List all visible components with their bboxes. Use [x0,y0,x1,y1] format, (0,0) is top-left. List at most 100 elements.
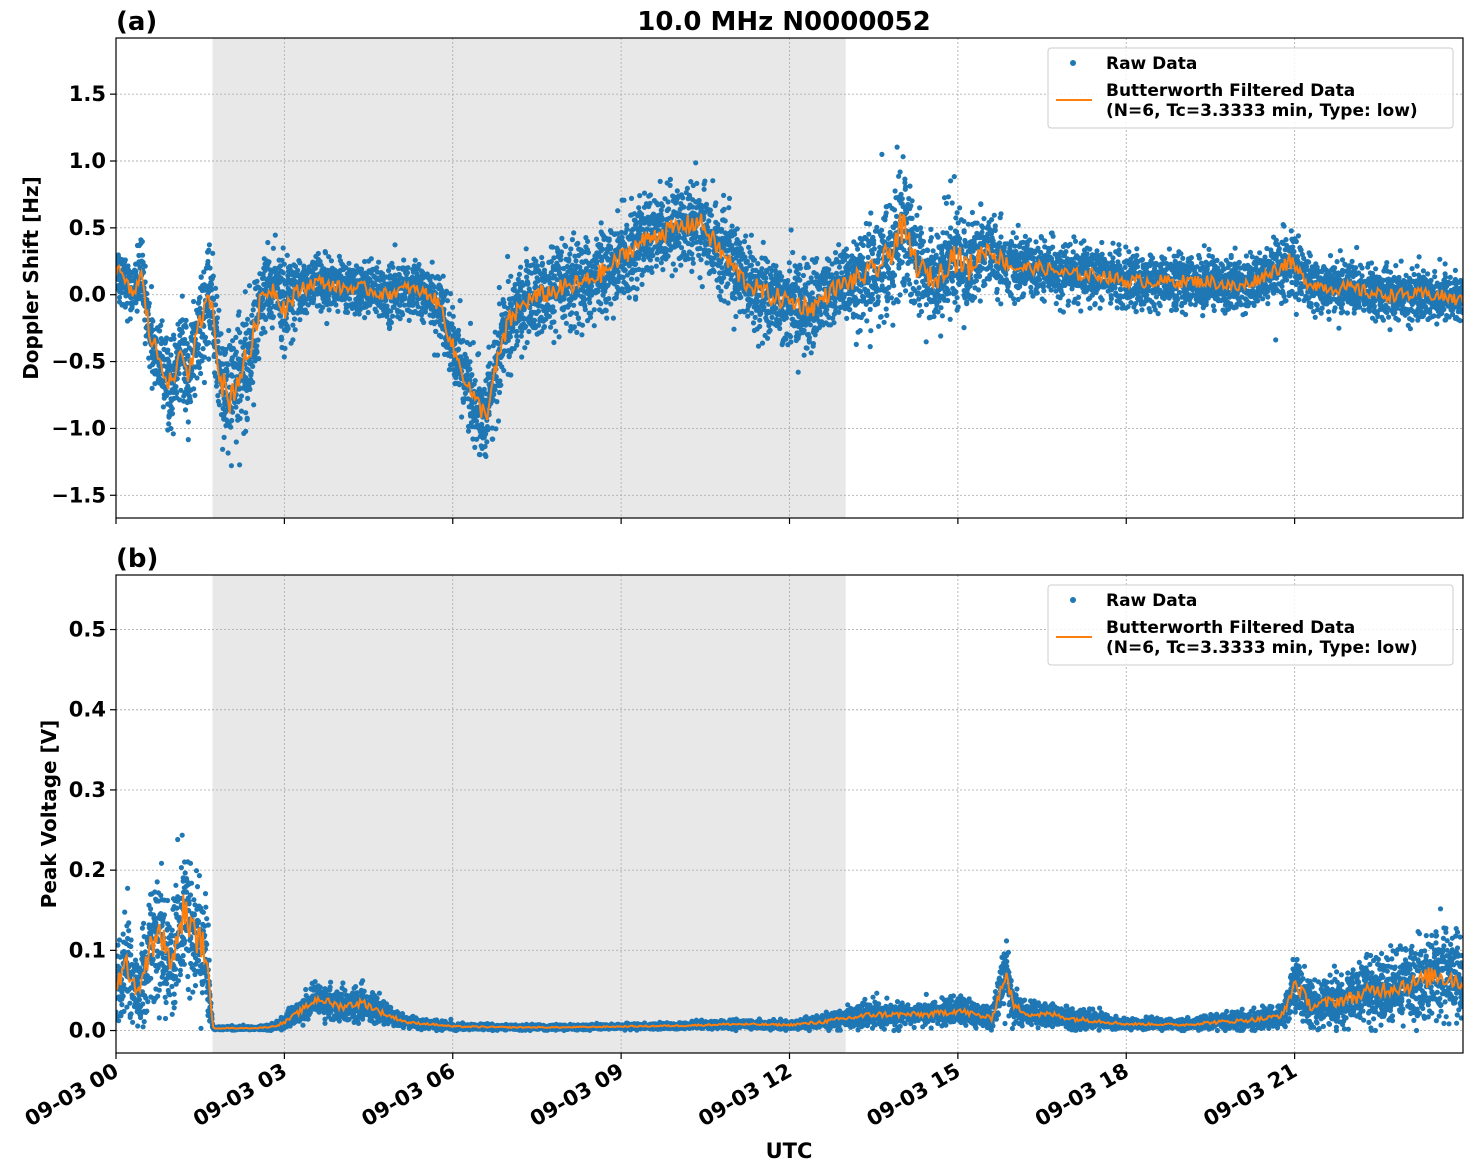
raw-data-point [535,278,541,284]
raw-data-point [918,308,925,315]
raw-data-point [220,361,226,367]
raw-data-point [916,255,922,261]
raw-data-point [737,240,743,246]
raw-data-point [847,307,853,313]
raw-data-point [174,389,180,396]
raw-data-point [531,317,538,323]
raw-data-point [474,436,480,442]
raw-data-point [236,309,242,315]
raw-data-point [165,347,171,353]
raw-data-point [469,372,475,378]
raw-data-point [621,290,627,296]
raw-data-point [676,235,682,241]
raw-data-point [140,259,146,265]
raw-data-point [214,315,220,321]
raw-data-point [206,242,212,248]
raw-data-point [573,258,579,264]
panel-a-label: (a) [116,7,157,37]
raw-data-point [558,253,564,259]
raw-data-point [493,374,499,380]
raw-data-point [593,265,599,271]
raw-data-point [571,324,578,330]
raw-data-point [262,329,268,335]
raw-data-point [660,267,666,273]
raw-data-point [535,308,542,314]
raw-data-point [930,248,936,254]
raw-data-point [697,245,703,251]
raw-data-point [665,199,671,205]
raw-data-point [290,337,296,343]
raw-data-point [880,233,886,239]
raw-data-point [881,319,887,325]
raw-data-point [467,359,473,365]
raw-data-point [874,224,880,230]
raw-data-point [773,305,779,311]
raw-data-point [322,250,329,256]
raw-data-point [669,273,675,279]
raw-data-point [563,320,570,326]
raw-data-point [494,399,500,405]
raw-data-point [904,272,910,278]
raw-data-point [738,246,745,253]
raw-data-point [392,242,398,248]
raw-data-point [166,421,172,427]
raw-data-point [465,428,472,434]
raw-data-point [713,200,719,206]
raw-data-point [455,346,462,352]
raw-data-point [450,313,456,319]
raw-data-point [415,304,421,310]
raw-data-point [297,260,303,266]
raw-data-point [142,341,148,347]
raw-data-point [191,386,197,392]
raw-data-point [867,306,873,312]
raw-data-point [658,260,664,266]
raw-data-point [368,256,374,262]
raw-data-point [177,397,183,403]
raw-data-point [598,301,604,307]
raw-data-point [183,317,189,323]
raw-data-point [270,314,276,320]
raw-data-point [184,341,190,347]
raw-data-point [818,311,824,317]
raw-data-point [205,258,211,265]
raw-data-point [928,226,934,232]
raw-data-point [237,330,243,336]
raw-data-point [324,320,330,327]
raw-data-point [909,215,915,221]
raw-data-point [903,288,909,294]
raw-data-point [230,338,236,344]
raw-data-point [738,294,744,300]
raw-data-point [150,318,156,324]
raw-data-point [897,292,903,298]
raw-data-point [697,275,703,281]
raw-data-point [245,395,251,401]
raw-data-point [795,271,802,277]
raw-data-point [439,287,445,293]
raw-data-point [320,304,326,311]
raw-data-point [615,208,621,214]
raw-data-point [537,270,544,277]
raw-data-point [479,421,485,427]
raw-data-point [221,434,227,440]
raw-data-point [630,226,636,232]
panel-b-ylabel: Peak Voltage [V] [37,720,61,909]
raw-data-point [548,259,554,265]
raw-data-point [895,299,901,305]
raw-data-point [179,293,185,299]
raw-data-point [191,298,197,305]
raw-data-point [610,315,617,321]
raw-data-point [390,264,396,270]
raw-data-point [508,372,514,378]
raw-data-point [435,352,441,358]
raw-data-point [948,225,954,231]
raw-data-point [714,229,720,235]
raw-data-point [522,345,528,351]
raw-data-point [749,310,755,316]
raw-data-point [343,305,349,311]
raw-data-point [455,332,462,338]
raw-data-point [541,267,548,273]
raw-data-point [665,253,671,259]
raw-data-point [641,268,647,274]
raw-data-point [225,361,231,368]
